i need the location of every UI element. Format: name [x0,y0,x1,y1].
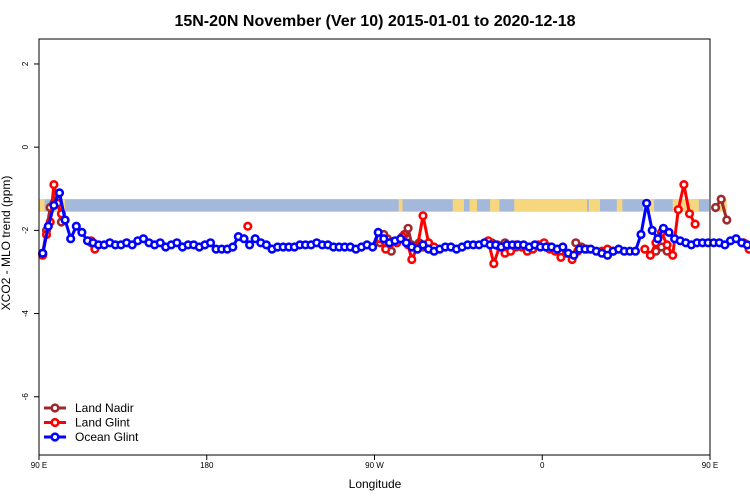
legend-label-land-glint: Land Glint [75,416,130,430]
ocean-glint-point [60,215,70,225]
ocean-glint-point [127,240,137,250]
ocean-glint-point [636,229,646,240]
land-glint-point [690,219,700,229]
ocean-glint-point [239,234,249,244]
ocean-glint-point [412,244,423,254]
land-patch [469,199,478,212]
land-glint-point [556,252,566,262]
ocean-glint-point [77,227,87,237]
land-nadir-point [722,215,732,225]
land-patch [490,199,500,212]
land-patch [452,199,464,212]
ocean-glint-point [205,238,216,248]
ocean-glint-point [71,221,81,231]
ocean-glint-point [418,240,428,250]
y-axis: 2 0 -2 -4 -6 [21,61,39,400]
land-patch [616,199,623,212]
land-glint-point [679,180,689,190]
land-glint-point [645,250,656,260]
legend-marker-ocean-glint [50,432,60,442]
land-glint-point [684,209,695,219]
ocean-glint-point [261,240,272,250]
land-glint-point [489,259,499,269]
x-tick-label: 180 [200,461,214,470]
series-layer [38,180,750,269]
x-tick-label: 0 [540,461,545,470]
y-tick-label: -2 [21,226,30,234]
ocean-glint-point [653,234,663,244]
y-tick-label: -6 [21,393,30,401]
x-tick-label: 90 W [365,461,384,470]
land-nadir-point [571,238,581,248]
ocean-glint-point [373,227,383,237]
ocean-glint-point [172,238,182,248]
land-glint-point [640,244,650,254]
ocean-glint-point [401,238,411,248]
y-tick-label: 2 [21,61,30,66]
ocean-glint-point [66,234,76,244]
ocean-glint-point [43,221,53,231]
x-tick-label: 90 E [702,461,718,470]
ocean-glint-point [155,238,165,248]
land-nadir-point [403,223,413,233]
ocean-glint-point [396,234,406,244]
ocean-glint-point [138,234,148,244]
land-nadir-point [710,202,721,213]
ocean-glint-point [602,250,613,260]
land-patch [588,199,601,212]
land-glint-point [662,240,672,250]
ocean-glint-point [379,234,389,244]
legend-label-land-nadir: Land Nadir [75,401,134,415]
ocean-glint-point [250,234,260,244]
ocean-glint-point [368,242,378,252]
x-tick-label: 90 E [31,461,47,470]
y-axis-label: XCO2 - MLO trend (ppm) [0,176,13,311]
ocean-glint-point [720,240,730,250]
land-glint-line [643,183,697,257]
y-tick-label: 0 [21,144,30,149]
ocean-glint-point [647,225,657,235]
ocean-glint-point [49,200,59,210]
ocean-glint-point [664,227,674,237]
land-patch [39,199,45,212]
ocean-strip [40,199,709,212]
ocean-glint-point [558,242,568,252]
ocean-glint-point [641,198,652,208]
x-axis: 90 E 180 90 W 0 90 E [31,455,718,470]
legend-label-ocean-glint: Ocean Glint [75,430,139,444]
land-glint-point [418,211,428,221]
ocean-glint-point [245,240,255,250]
land-patch [514,199,587,212]
land-nadir-point [716,194,726,204]
ocean-glint-point [569,250,579,260]
land-glint-point [49,180,59,190]
ocean-glint-point [658,223,669,233]
y-tick-label: -4 [21,309,30,317]
ocean-glint-point [38,248,48,258]
ocean-glint-point [54,188,65,198]
series-ocean-glint [38,188,750,260]
x-axis-label: Longitude [349,477,402,491]
legend-marker-land-nadir [50,403,60,413]
land-glint-point [668,250,678,260]
ocean-glint-point [742,240,750,250]
legend-marker-land-glint [50,417,60,428]
land-glint-point [381,244,391,254]
ocean-glint-point [731,234,741,244]
land-glint-point [243,221,253,231]
land-glint-point [407,254,417,265]
ocean-glint-point [630,246,641,256]
land-patch [398,199,403,212]
ocean-glint-point [228,242,238,252]
chart-title: 15N-20N November (Ver 10) 2015-01-01 to … [174,13,575,30]
land-glint-point [673,205,683,215]
